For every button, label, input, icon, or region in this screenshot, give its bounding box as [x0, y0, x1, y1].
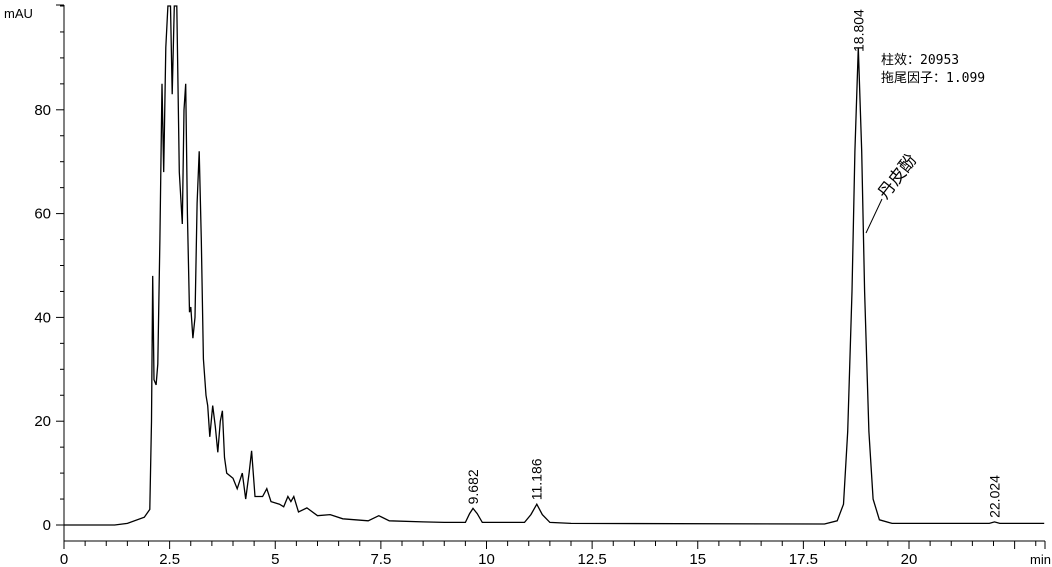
- y-tick-label: 20: [34, 413, 51, 430]
- x-tick-label: 10: [478, 551, 495, 567]
- y-tick-label: 0: [43, 517, 51, 534]
- x-tick-label: 2.5: [159, 551, 180, 567]
- y-tick-label: 40: [34, 309, 51, 326]
- x-axis-unit: min: [1030, 552, 1051, 567]
- y-tick-label: 60: [34, 206, 51, 223]
- chromatogram-trace: [64, 5, 1045, 526]
- y-axis-unit: mAU: [4, 6, 33, 21]
- peak-retention-label: 9.682: [465, 469, 481, 504]
- axes: [56, 4, 1045, 542]
- peak-retention-label: 11.186: [529, 458, 545, 500]
- y-tick-label: 80: [34, 102, 51, 119]
- x-tick-label: 0: [60, 551, 68, 567]
- compound-leader-line: [865, 198, 883, 234]
- tailing-factor-annotation: 拖尾因子：1.099: [881, 71, 985, 86]
- x-tick-label: 17.5: [789, 551, 818, 567]
- peak-retention-label: 22.024: [987, 475, 1003, 518]
- x-tick-label: 15: [689, 551, 706, 567]
- compound-name-label: 丹皮酚: [874, 151, 921, 204]
- x-tick-label: 7.5: [370, 551, 391, 567]
- column-efficiency-annotation: 柱效：20953: [881, 53, 959, 68]
- x-tick-label: 5: [271, 551, 279, 567]
- x-tick-label: 20: [901, 551, 918, 567]
- x-tick-label: 12.5: [578, 551, 607, 567]
- peak-retention-label: 18.804: [850, 9, 866, 52]
